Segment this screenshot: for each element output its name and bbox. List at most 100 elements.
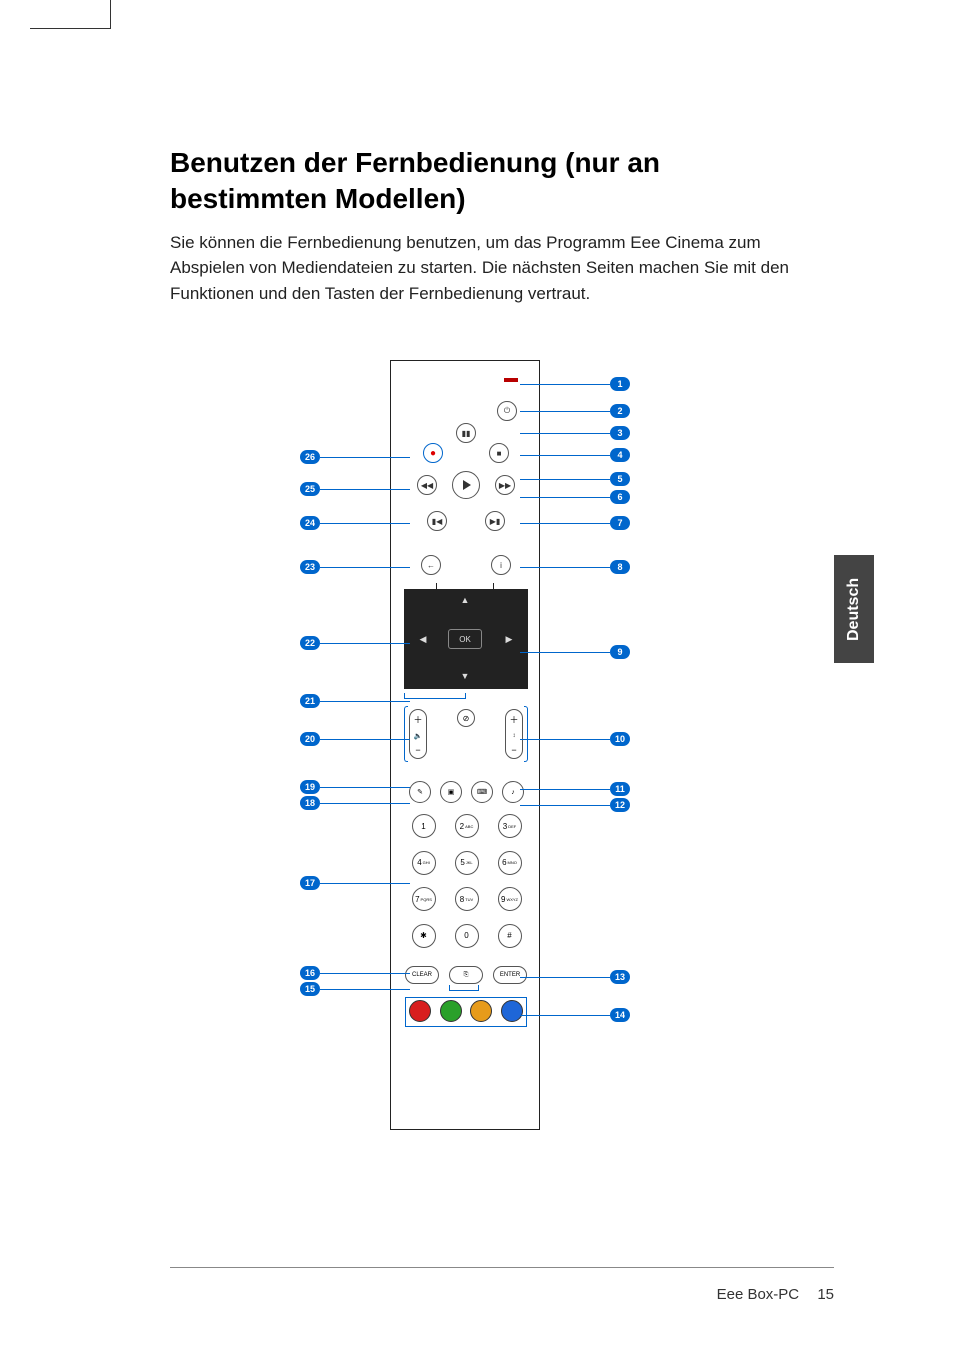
callout-17: 17 [300,876,320,890]
numkey-9: 9WXYZ [498,887,522,911]
nav-down-icon: ▼ [460,671,470,681]
back-button: ← [421,555,441,575]
numkey-2: 2ABC [455,814,479,838]
leader-line [520,805,610,806]
leader-line [320,523,410,524]
callout-6: 6 [610,490,630,504]
callout-5: 5 [610,472,630,486]
leader-line [520,479,610,480]
numkey-7: 7PQRS [412,887,436,911]
navigation-pad: ▲ ▼ ◀ ▶ OK [404,589,528,689]
callout-23: 23 [300,560,320,574]
leader-line [320,457,410,458]
leader-line [320,989,410,990]
mute-button: ⊘ [457,709,475,727]
numkey-0: 0 [455,924,479,948]
leader-line [520,384,610,385]
numkey-8: 8TUV [455,887,479,911]
stop-button: ■ [489,443,509,463]
callout-13: 13 [610,970,630,984]
leader-line [520,497,610,498]
numkey-5: 5JKL [455,851,479,875]
leader-line [320,739,410,740]
power-button: ⏻ [497,401,517,421]
rewind-button: ◀◀ [417,475,437,495]
callout-14: 14 [610,1008,630,1022]
numkey-4: 4GHI [412,851,436,875]
next-track-button: ▶▮ [485,511,505,531]
leader-line [520,567,610,568]
leader-line [520,411,610,412]
page-title: Benutzen der Fernbedienung (nur an besti… [170,145,790,218]
leader-line [520,652,610,653]
bracket [404,693,466,699]
func-⎘: ⎘ [449,966,483,984]
leader-line [520,1015,610,1016]
record-button: ● [423,443,443,463]
music-button: ♪ [502,781,524,803]
numkey-3: 3DEF [498,814,522,838]
leader-line [520,455,610,456]
color-button [501,1000,523,1022]
callout-24: 24 [300,516,320,530]
callout-2: 2 [610,404,630,418]
numkey-1: 1 [412,814,436,838]
crop-mark [30,28,110,29]
page-footer: Eee Box-PC 15 [717,1286,834,1303]
callout-18: 18 [300,796,320,810]
callout-1: 1 [610,377,630,391]
leader-line [320,643,410,644]
leader-line [320,701,410,702]
callout-11: 11 [610,782,630,796]
footer-product: Eee Box-PC [717,1286,800,1303]
leader-line [320,883,410,884]
fastfwd-button: ▶▶ [495,475,515,495]
leader-line [320,489,410,490]
callout-16: 16 [300,966,320,980]
callout-26: 26 [300,450,320,464]
callout-3: 3 [610,426,630,440]
callout-10: 10 [610,732,630,746]
callout-4: 4 [610,448,630,462]
number-pad: 12ABC3DEF4GHI5JKL6MNO7PQRS8TUV9WXYZ✱0# [409,814,524,954]
channel-rocker: ＋↕− [505,709,523,759]
language-tab: Deutsch [834,555,874,663]
prev-track-button: ▮◀ [427,511,447,531]
callout-22: 22 [300,636,320,650]
callout-20: 20 [300,732,320,746]
leader-line [320,567,410,568]
color-button [409,1000,431,1022]
callout-19: 19 [300,780,320,794]
remote-body: ⏻ ▮▮ ● ■ ◀◀ ▶▶ ▮◀ ▶▮ ← i ▲ ▼ ◀ ▶ OK [390,360,540,1130]
info-button: i [491,555,511,575]
color-button [440,1000,462,1022]
footer-page-number: 15 [817,1286,834,1303]
video-button: ⌨ [471,781,493,803]
nav-left-icon: ◀ [418,634,428,644]
volume-rocker: ＋🔈− [409,709,427,759]
numkey-#: # [498,924,522,948]
color-button [470,1000,492,1022]
color-button-row [405,997,527,1027]
leader-line [520,977,610,978]
callout-12: 12 [610,798,630,812]
pause-button: ▮▮ [456,423,476,443]
func-enter: ENTER [493,966,527,984]
callout-25: 25 [300,482,320,496]
play-button [452,471,480,499]
ok-button: OK [448,629,482,649]
callout-15: 15 [300,982,320,996]
app-button: ✎ [409,781,431,803]
leader-line [520,739,610,740]
remote-diagram: ⏻ ▮▮ ● ■ ◀◀ ▶▶ ▮◀ ▶▮ ← i ▲ ▼ ◀ ▶ OK [290,360,690,1135]
numkey-✱: ✱ [412,924,436,948]
nav-right-icon: ▶ [504,634,514,644]
nav-up-icon: ▲ [460,595,470,605]
callout-7: 7 [610,516,630,530]
callout-8: 8 [610,560,630,574]
footer-rule [170,1267,834,1268]
leader-line [320,973,410,974]
media-shortcut-row: ✎ ▣ ⌨ ♪ [409,781,524,805]
leader-line [520,789,610,790]
callout-9: 9 [610,645,630,659]
